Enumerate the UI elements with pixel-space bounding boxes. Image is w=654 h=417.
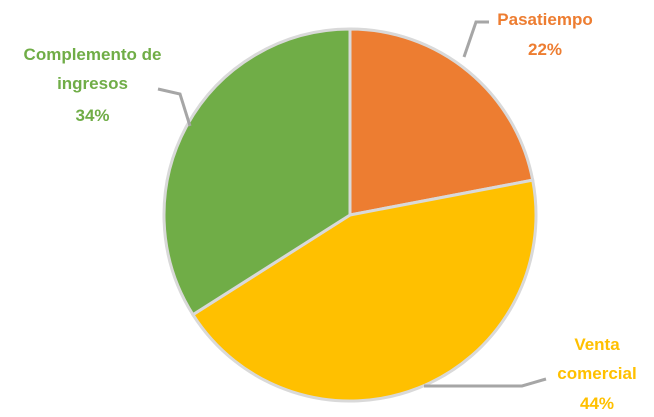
leader-line bbox=[462, 20, 489, 58]
leader-line bbox=[424, 377, 547, 388]
pie-slice bbox=[190, 178, 538, 403]
pie-slice bbox=[348, 27, 535, 217]
value-label: 22% bbox=[527, 40, 563, 59]
pie-slice bbox=[162, 27, 352, 317]
category-label: Venta comercial bbox=[557, 335, 637, 383]
category-label: Complemento de ingresos bbox=[23, 45, 162, 93]
value-label: 44% bbox=[579, 394, 615, 413]
leader-line bbox=[157, 87, 192, 127]
category-label: Pasatiempo bbox=[497, 10, 593, 29]
value-label: 34% bbox=[75, 106, 110, 125]
